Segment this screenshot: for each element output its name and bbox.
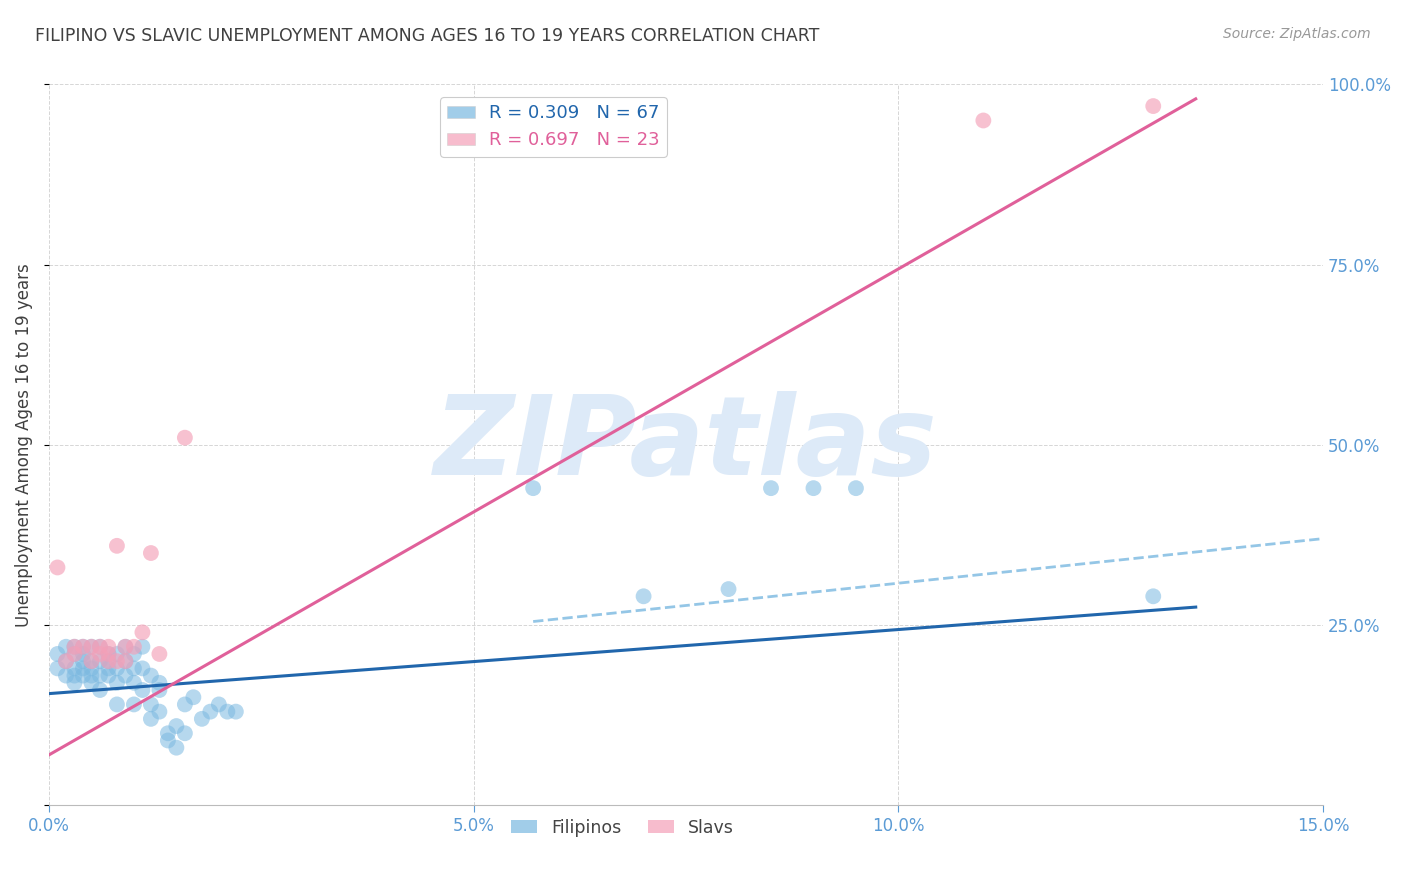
Point <box>139 668 162 682</box>
Point <box>46 560 69 574</box>
Point <box>148 705 170 719</box>
Point <box>759 481 782 495</box>
Point <box>139 546 162 560</box>
Legend: Filipinos, Slavs: Filipinos, Slavs <box>505 812 741 844</box>
Point <box>97 654 120 668</box>
Text: ZIPatlas: ZIPatlas <box>434 392 938 499</box>
Point <box>89 668 111 682</box>
Point <box>156 733 179 747</box>
Point <box>105 647 128 661</box>
Point <box>72 668 94 682</box>
Point <box>208 698 231 712</box>
Point <box>122 675 145 690</box>
Point <box>63 647 86 661</box>
Point <box>114 654 136 668</box>
Point <box>148 647 170 661</box>
Point <box>105 661 128 675</box>
Point <box>72 661 94 675</box>
Point <box>97 640 120 654</box>
Point <box>63 640 86 654</box>
Point <box>63 647 86 661</box>
Point <box>183 690 205 705</box>
Point <box>122 640 145 654</box>
Point <box>80 675 103 690</box>
Point <box>131 640 153 654</box>
Point <box>97 668 120 682</box>
Point <box>80 640 103 654</box>
Point <box>148 675 170 690</box>
Point <box>1142 589 1164 603</box>
Point <box>156 726 179 740</box>
Point <box>89 640 111 654</box>
Point <box>97 654 120 668</box>
Point <box>972 113 994 128</box>
Point <box>717 582 740 596</box>
Point <box>89 683 111 698</box>
Point <box>72 654 94 668</box>
Point <box>131 625 153 640</box>
Point <box>55 668 77 682</box>
Point <box>114 668 136 682</box>
Point <box>522 481 544 495</box>
Point <box>114 654 136 668</box>
Point <box>63 668 86 682</box>
Point <box>63 675 86 690</box>
Point <box>97 647 120 661</box>
Y-axis label: Unemployment Among Ages 16 to 19 years: Unemployment Among Ages 16 to 19 years <box>15 263 32 627</box>
Point <box>131 661 153 675</box>
Point <box>97 647 120 661</box>
Point <box>72 647 94 661</box>
Point <box>46 647 69 661</box>
Point <box>46 661 69 675</box>
Point <box>97 661 120 675</box>
Point <box>72 640 94 654</box>
Point <box>1142 99 1164 113</box>
Point <box>173 726 195 740</box>
Point <box>80 668 103 682</box>
Point <box>105 539 128 553</box>
Point <box>173 698 195 712</box>
Point <box>139 698 162 712</box>
Point <box>122 661 145 675</box>
Point <box>63 640 86 654</box>
Point <box>63 661 86 675</box>
Point <box>139 712 162 726</box>
Point <box>114 640 136 654</box>
Point <box>105 698 128 712</box>
Point <box>114 640 136 654</box>
Point <box>217 705 239 719</box>
Text: Source: ZipAtlas.com: Source: ZipAtlas.com <box>1223 27 1371 41</box>
Point <box>173 431 195 445</box>
Point <box>80 640 103 654</box>
Point <box>72 640 94 654</box>
Point <box>55 654 77 668</box>
Point <box>89 647 111 661</box>
Point <box>148 683 170 698</box>
Point <box>80 661 103 675</box>
Point <box>165 740 187 755</box>
Point <box>803 481 825 495</box>
Point <box>191 712 214 726</box>
Point <box>89 640 111 654</box>
Point <box>122 698 145 712</box>
Point <box>122 647 145 661</box>
Point <box>105 675 128 690</box>
Point <box>80 654 103 668</box>
Point <box>633 589 655 603</box>
Point <box>200 705 222 719</box>
Point <box>225 705 247 719</box>
Point <box>89 654 111 668</box>
Point <box>55 654 77 668</box>
Point <box>131 683 153 698</box>
Point <box>55 640 77 654</box>
Point <box>105 654 128 668</box>
Point <box>845 481 868 495</box>
Point <box>165 719 187 733</box>
Point <box>80 654 103 668</box>
Text: FILIPINO VS SLAVIC UNEMPLOYMENT AMONG AGES 16 TO 19 YEARS CORRELATION CHART: FILIPINO VS SLAVIC UNEMPLOYMENT AMONG AG… <box>35 27 820 45</box>
